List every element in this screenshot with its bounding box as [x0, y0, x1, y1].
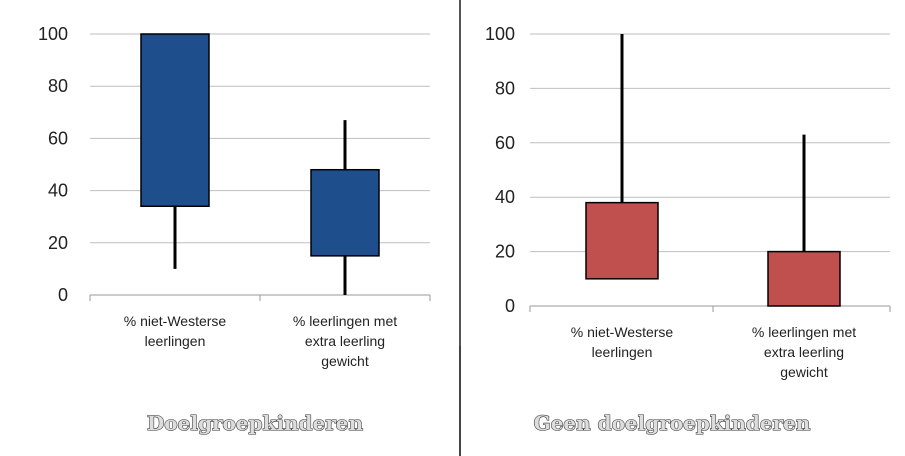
x-category-label: % leerlingen met: [752, 324, 856, 340]
chart-doelgroepkinderen: 0 20 40 60 80 100 % niet-Westerse leerlingen % l…: [38, 24, 431, 436]
y-tick-label: 40: [48, 181, 68, 201]
y-tick-label: 20: [48, 233, 68, 253]
x-category-label: % niet-Westerse: [124, 313, 227, 329]
y-tick-label: 100: [485, 24, 515, 44]
x-category-label: % niet-Westerse: [571, 324, 674, 340]
x-category-label: extra leerling: [764, 344, 844, 360]
y-tick-label: 40: [495, 187, 515, 207]
box: [310, 168, 380, 257]
y-tick-label: 0: [505, 296, 515, 316]
box: [767, 250, 841, 307]
x-category-label: % leerlingen met: [293, 313, 397, 329]
y-tick-label: 0: [58, 285, 68, 305]
panel-title: Geen doelgroepkinderen: [534, 411, 811, 435]
panel-divider-top: [459, 0, 461, 346]
y-tick-label: 100: [38, 24, 68, 44]
x-category-label: gewicht: [780, 364, 828, 380]
x-category-label: extra leerling: [305, 333, 385, 349]
x-category-label: leerlingen: [592, 344, 653, 360]
chart-geen-doelgroepkinderen: 0 20 40 60 80 100 % niet-Westerse leerlingen % l…: [485, 24, 891, 436]
box: [140, 33, 210, 208]
x-category-label: gewicht: [321, 353, 369, 369]
y-tick-label: 80: [495, 78, 515, 98]
y-tick-label: 20: [495, 242, 515, 262]
y-tick-label: 60: [495, 133, 515, 153]
y-tick-label: 80: [48, 76, 68, 96]
panel-divider-bottom: [459, 346, 461, 456]
x-category-label: leerlingen: [145, 333, 206, 349]
panel-title: Doelgroepkinderen: [147, 411, 364, 435]
y-tick-label: 60: [48, 128, 68, 148]
box: [585, 201, 659, 280]
